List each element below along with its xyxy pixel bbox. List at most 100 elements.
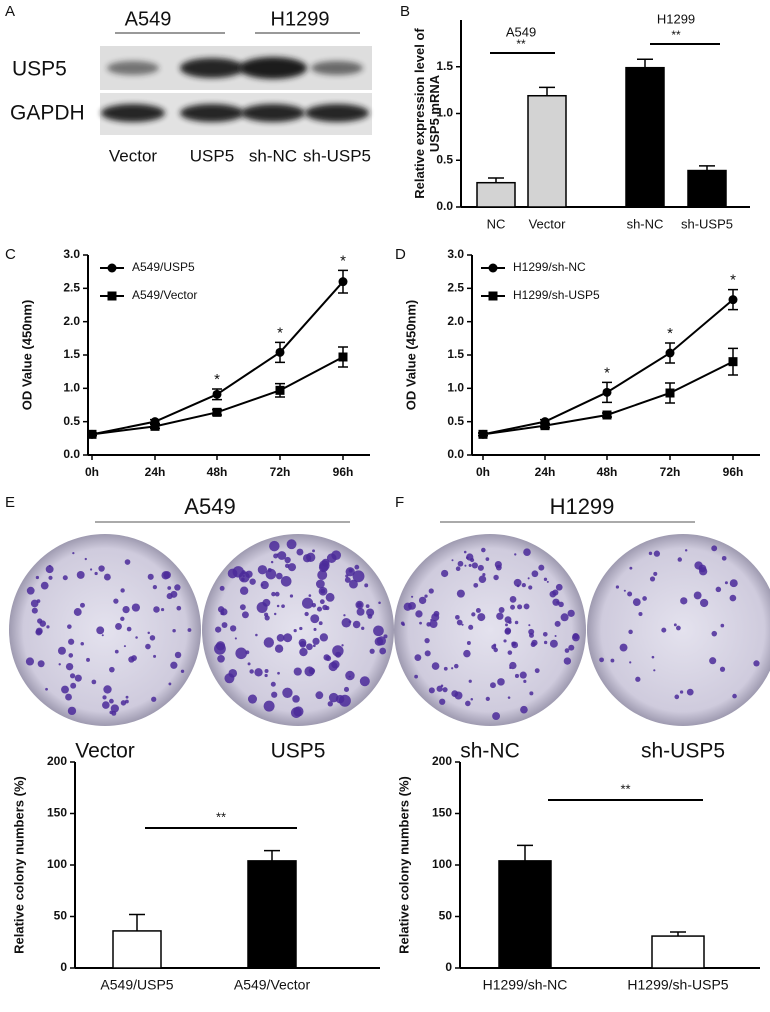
error-bar [517,844,533,861]
colony-dot [341,644,344,647]
y-tick-label: 3.0 [447,247,464,261]
colony-dot [610,658,615,663]
blot-band [180,104,244,122]
panel-label: A [5,3,15,20]
colony-dot [523,548,531,557]
y-tick-label: 200 [432,754,452,768]
colony-dot [443,666,448,671]
colony-dot [345,670,355,681]
colony-dot [76,570,85,579]
blot-lane-label: USP5 [190,146,234,165]
point [275,385,285,395]
colony-dot [352,620,361,629]
panel-label: D [395,246,406,263]
colony-dot [508,620,512,624]
colony-dot [477,564,484,571]
blot-row-label: GAPDH [10,102,85,125]
colony-dot [694,561,703,570]
colony-dot [40,581,49,590]
colony-dot [632,598,641,607]
colony-dot [729,594,737,602]
group-label: H1299 [657,11,695,26]
colony-dot [680,597,688,605]
colony-dot [37,660,45,668]
colony-dot [505,623,508,627]
colony-dot [69,673,76,679]
colony-dot [30,599,39,608]
colony-dot [493,574,499,581]
y-tick-label: 0.0 [63,447,80,461]
colony-dot [373,625,384,637]
colony-dot [274,644,284,653]
y-axis-label: OD Value (450nm) [403,300,418,411]
colony-dot [72,551,75,555]
blot-band [101,104,165,122]
colony-dot [528,624,531,627]
colony-dot [628,629,633,635]
colony-dot [451,667,454,670]
colony-dot [424,650,431,657]
colony-dot [224,673,235,684]
significance: ** [216,809,226,824]
colony-dot [365,604,370,608]
colony-dot [511,641,516,647]
colony-dot [61,685,69,694]
colony-dot [36,599,41,603]
colony-dot [653,550,661,557]
colony-dot [519,671,527,679]
colony-dot [109,666,115,673]
colony-dot [249,578,256,585]
x-tick-label: 72h [270,465,291,479]
colony-dot [485,696,490,702]
colony-dot [531,570,539,578]
colony-dot [470,697,474,701]
colony-dot [239,586,249,595]
x-tick-label: 96h [333,465,354,479]
colony-dot [349,579,358,589]
colony-dot [124,699,129,704]
x-tick-label: 24h [145,465,166,479]
colony-dot [638,612,643,617]
colony-dot [313,627,317,631]
colony-dot [131,655,137,661]
significance: * [340,252,346,269]
colony-dot [514,673,520,678]
colony-dot [270,560,274,564]
colony-dot [317,569,328,580]
colony-dot [89,568,93,571]
colony-dot [344,576,351,583]
colony-dot [262,598,271,607]
point [107,263,117,273]
colony-dot [629,566,633,570]
point [87,429,97,439]
colony-dot [172,628,176,633]
colony-dot [120,700,127,706]
x-tick-label: H1299/sh-USP5 [627,977,728,993]
plate-label: USP5 [271,740,326,763]
significance: ** [671,28,681,42]
colony-dot [187,628,192,632]
colony-dot [504,628,511,635]
colony-dot [109,698,114,704]
colony-dot [529,691,534,696]
colony-dot [542,631,548,637]
colony-dot [455,566,461,572]
colony-dot [315,691,324,700]
colony-dot [403,602,412,611]
colony-dot [673,623,677,627]
colony-dot [293,629,297,633]
colony-dot [485,557,490,561]
colony-dot [366,608,375,617]
x-tick-label: 48h [597,465,618,479]
colony-dot [428,588,434,594]
colony-dot [711,545,718,552]
colony-dot [57,646,66,655]
colony-dot [126,626,132,632]
colony-dot [301,597,314,609]
colony-dot [523,603,530,610]
colony-dot [721,555,727,561]
colony-dot [369,648,375,654]
colony-dot [599,657,604,663]
colony-dot [364,583,369,588]
colony-dot [615,585,620,589]
